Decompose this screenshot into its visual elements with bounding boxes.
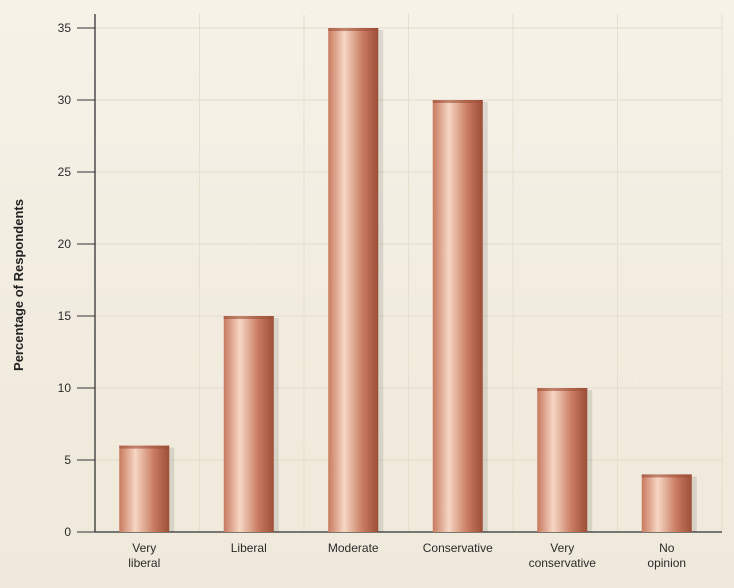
bar-cap: [328, 28, 379, 31]
y-tick-label: 20: [58, 237, 72, 251]
bar-cap: [641, 474, 692, 478]
gridlines: [94, 14, 723, 532]
y-tick-label: 30: [58, 93, 72, 107]
y-tick-label: 10: [58, 381, 72, 395]
y-tick-label: 15: [58, 309, 72, 323]
bar: [641, 474, 692, 532]
bar-cap: [432, 100, 483, 103]
bar: [119, 445, 170, 532]
axes: [77, 14, 722, 533]
bar-cap: [223, 316, 274, 319]
bar-cap: [119, 445, 170, 449]
y-tick-label: 25: [58, 165, 72, 179]
y-tick-label: 5: [64, 453, 71, 467]
y-axis-title: Percentage of Respondents: [11, 199, 26, 371]
bar: [223, 316, 274, 532]
x-tick-label: Conservative: [423, 541, 493, 555]
bars: [119, 28, 697, 532]
x-tick-label: Liberal: [231, 541, 267, 555]
labels: 0 5 10 15 20 25 30 35 Percentage of Respondents V…: [11, 21, 686, 570]
x-tick-label: Very conservative: [529, 541, 597, 570]
y-tick-label: 0: [64, 525, 71, 539]
bar: [537, 388, 588, 532]
bar: [432, 100, 483, 532]
x-tick-label: No opinion: [647, 541, 686, 570]
x-tick-label: Very liberal: [128, 541, 160, 570]
bar: [328, 28, 379, 532]
bar-cap: [537, 388, 588, 391]
x-tick-label: Moderate: [328, 541, 379, 555]
y-tick-label: 35: [58, 21, 72, 35]
